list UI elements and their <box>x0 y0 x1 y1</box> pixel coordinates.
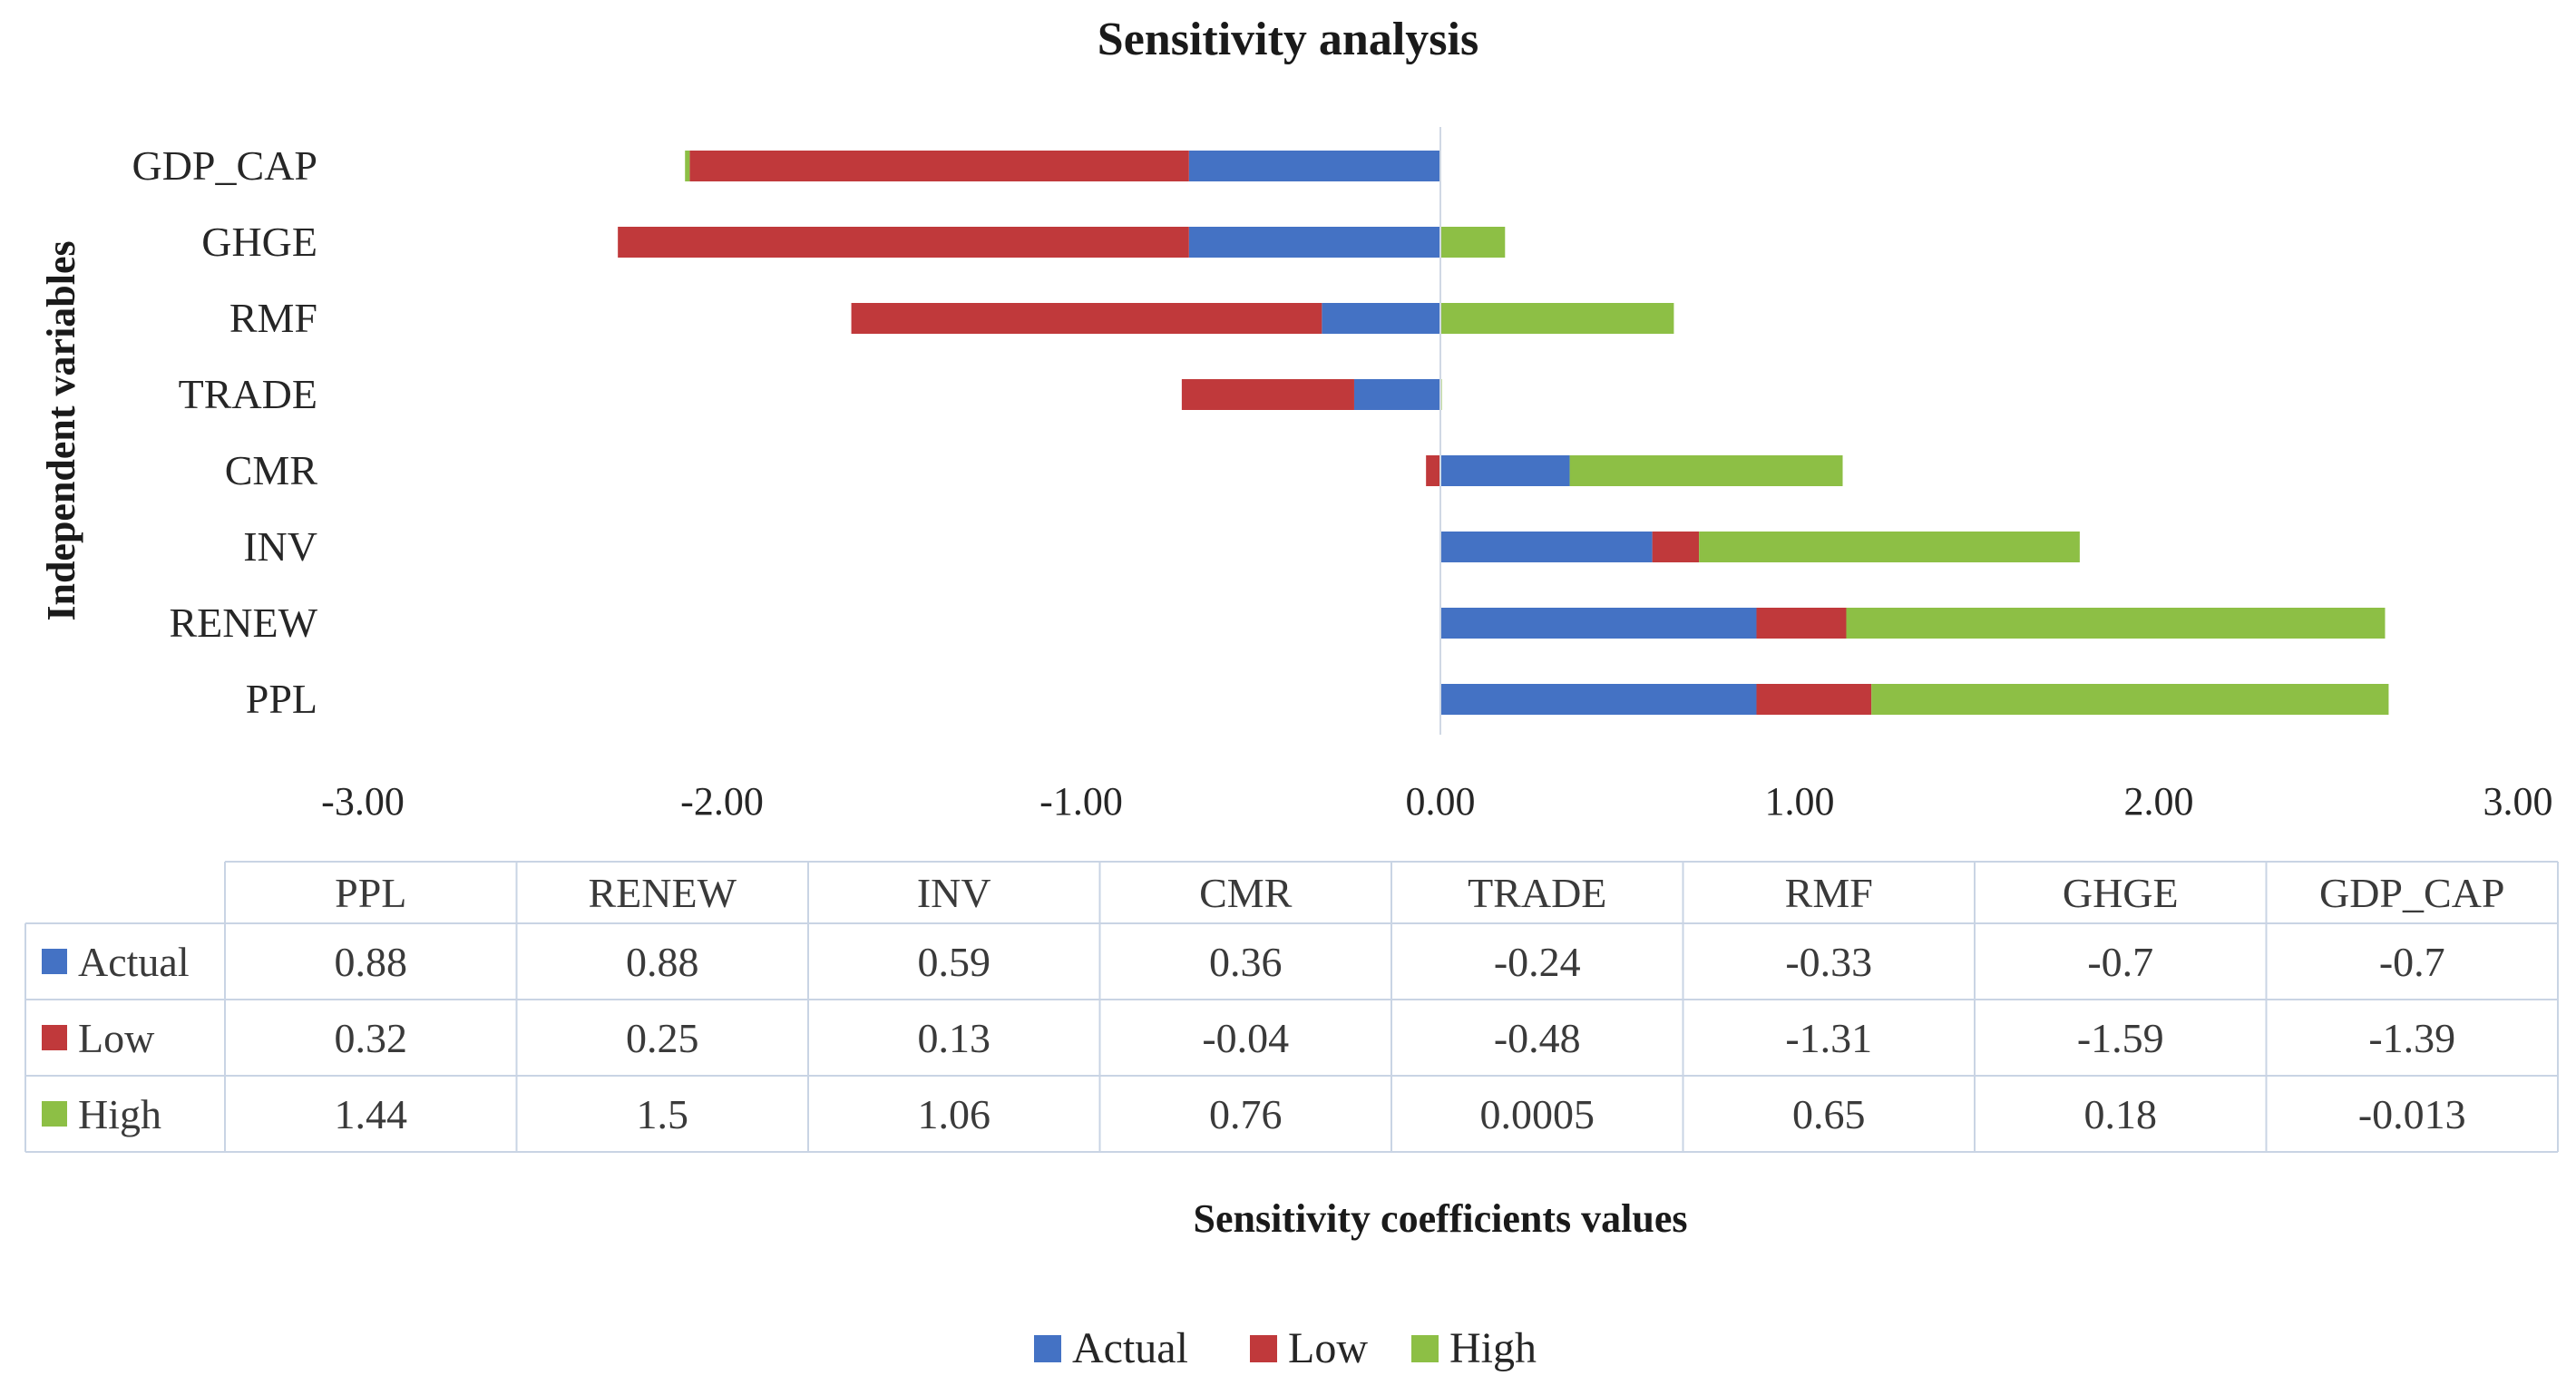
bar-ppl-low <box>1756 684 1872 715</box>
table-cell: 0.88 <box>626 939 699 985</box>
bar-ppl-high <box>1871 684 2389 715</box>
x-axis-tick-labels: -3.00 -2.00 -1.00 0.00 1.00 2.00 3.00 <box>321 779 2552 824</box>
legend-swatch-actual <box>1034 1335 1061 1362</box>
legend-swatch-low <box>1250 1335 1277 1362</box>
table-cell: -0.33 <box>1785 939 1872 985</box>
bar-renew-high <box>1846 608 2386 639</box>
table-row-label: Low <box>78 1015 155 1061</box>
bar-trade-low <box>1181 379 1354 410</box>
table-legend-key-high <box>42 1101 67 1127</box>
bar-inv-actual <box>1440 532 1653 562</box>
bars-layer <box>618 151 2389 715</box>
legend-swatch-high <box>1411 1335 1439 1362</box>
x-tick-label: -3.00 <box>321 779 405 824</box>
table-cell: 0.88 <box>335 939 408 985</box>
bar-ghge-high <box>1440 227 1506 258</box>
bar-inv-high <box>1699 532 2080 562</box>
category-labels: PPL RENEW INV CMR TRADE RMF GHGE GDP_CAP <box>132 142 317 722</box>
table-cell: -0.7 <box>2379 939 2445 985</box>
data-table: PPL RENEW INV CMR TRADE RMF GHGE GDP_CAP Actual 0… <box>24 861 2559 1153</box>
category-label: GHGE <box>201 219 317 265</box>
table-cell: 1.06 <box>918 1091 991 1137</box>
table-cell: -1.31 <box>1785 1015 1872 1061</box>
bar-rmf-high <box>1440 303 1674 334</box>
table-cell: 0.36 <box>1209 939 1283 985</box>
x-tick-label: -1.00 <box>1039 779 1123 824</box>
table-cell: -1.39 <box>2368 1015 2455 1061</box>
bar-rmf-low <box>851 303 1322 334</box>
x-tick-label: 1.00 <box>1765 779 1835 824</box>
table-header-cell: PPL <box>335 870 406 916</box>
category-label: RMF <box>229 295 317 341</box>
table-cell: 0.13 <box>918 1015 991 1061</box>
table-cell: 1.44 <box>335 1091 408 1137</box>
table-cell: -1.59 <box>2077 1015 2164 1061</box>
bar-inv-low <box>1652 532 1700 562</box>
bar-renew-low <box>1756 608 1847 639</box>
table-cell: 0.25 <box>626 1015 699 1061</box>
category-label: PPL <box>246 676 317 722</box>
table-cell: 0.18 <box>2084 1091 2158 1137</box>
table-header-cell: GDP_CAP <box>2319 870 2505 916</box>
bar-trade-actual <box>1353 379 1440 410</box>
category-label: RENEW <box>169 600 317 646</box>
bar-ghge-actual <box>1188 227 1440 258</box>
bar-gdp-cap-high <box>685 151 690 181</box>
bar-ghge-low <box>618 227 1189 258</box>
table-header-cell: RMF <box>1785 870 1873 916</box>
legend-label-low: Low <box>1288 1324 1368 1372</box>
table-cell: -0.04 <box>1202 1015 1289 1061</box>
table-cell: -0.7 <box>2087 939 2153 985</box>
table-cell: -0.48 <box>1494 1015 1581 1061</box>
legend-label-high: High <box>1449 1324 1537 1372</box>
bar-gdp-cap-low <box>689 151 1189 181</box>
table-legend-key-low <box>42 1025 67 1050</box>
legend-label-actual: Actual <box>1072 1324 1188 1372</box>
table-header-cell: TRADE <box>1468 870 1606 916</box>
category-label: INV <box>243 523 317 570</box>
bar-rmf-actual <box>1322 303 1440 334</box>
table-header-cell: RENEW <box>588 870 737 916</box>
x-tick-label: 0.00 <box>1406 779 1476 824</box>
table-cell: 0.59 <box>918 939 991 985</box>
table-cell: 0.65 <box>1792 1091 1866 1137</box>
category-label: GDP_CAP <box>132 142 317 189</box>
table-cell: -0.013 <box>2358 1091 2466 1137</box>
category-label: TRADE <box>179 371 317 417</box>
bar-renew-actual <box>1440 608 1757 639</box>
bar-cmr-actual <box>1440 455 1570 486</box>
x-axis-title: Sensitivity coefficients values <box>1193 1196 1687 1241</box>
table-row-label: Actual <box>78 939 190 985</box>
table-cell: -0.24 <box>1494 939 1581 985</box>
table-cell: 0.0005 <box>1480 1091 1595 1137</box>
table-header-cell: CMR <box>1199 870 1293 916</box>
table-legend-key-actual <box>42 949 67 974</box>
chart-title: Sensitivity analysis <box>1098 14 1478 65</box>
x-tick-label: 2.00 <box>2124 779 2194 824</box>
x-tick-label: 3.00 <box>2483 779 2553 824</box>
table-cell: 0.32 <box>335 1015 408 1061</box>
bar-cmr-low <box>1426 455 1440 486</box>
x-tick-label: -2.00 <box>680 779 764 824</box>
table-cell: 1.5 <box>637 1091 689 1137</box>
bar-cmr-high <box>1569 455 1843 486</box>
y-axis-title: Independent variables <box>39 240 83 620</box>
table-cell: 0.76 <box>1209 1091 1283 1137</box>
legend: Actual Low High <box>1034 1324 1537 1372</box>
bar-gdp-cap-actual <box>1188 151 1440 181</box>
table-row-label: High <box>78 1091 161 1137</box>
bar-ppl-actual <box>1440 684 1757 715</box>
table-header-cell: GHGE <box>2063 870 2179 916</box>
table-header-cell: INV <box>917 870 991 916</box>
category-label: CMR <box>225 447 318 493</box>
